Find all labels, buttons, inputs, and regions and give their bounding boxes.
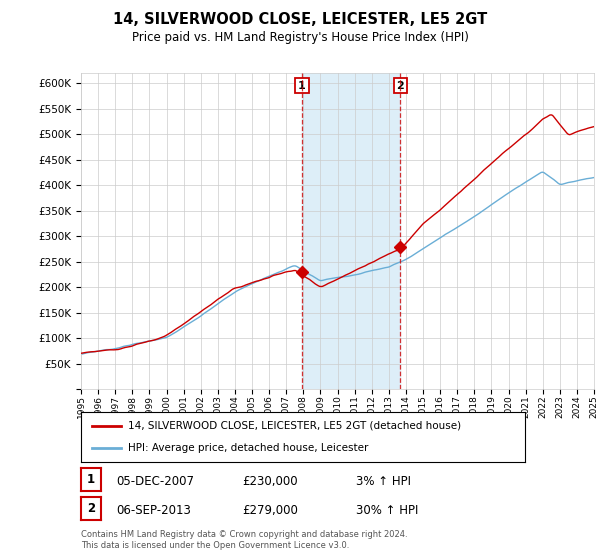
Text: HPI: Average price, detached house, Leicester: HPI: Average price, detached house, Leic… [128,443,368,453]
Text: Contains HM Land Registry data © Crown copyright and database right 2024.
This d: Contains HM Land Registry data © Crown c… [81,530,407,550]
Text: 2: 2 [397,81,404,91]
Text: 30% ↑ HPI: 30% ↑ HPI [356,505,418,517]
Text: 1: 1 [87,473,95,486]
Text: Price paid vs. HM Land Registry's House Price Index (HPI): Price paid vs. HM Land Registry's House … [131,31,469,44]
Text: 1: 1 [298,81,306,91]
Text: £230,000: £230,000 [242,475,298,488]
Text: 06-SEP-2013: 06-SEP-2013 [116,505,191,517]
Bar [302,73,400,389]
Text: 14, SILVERWOOD CLOSE, LEICESTER, LE5 2GT: 14, SILVERWOOD CLOSE, LEICESTER, LE5 2GT [113,12,487,27]
Text: £279,000: £279,000 [242,505,298,517]
Text: 14, SILVERWOOD CLOSE, LEICESTER, LE5 2GT (detached house): 14, SILVERWOOD CLOSE, LEICESTER, LE5 2GT… [128,421,461,431]
Text: 3% ↑ HPI: 3% ↑ HPI [356,475,411,488]
Text: 2: 2 [87,502,95,515]
Text: 05-DEC-2007: 05-DEC-2007 [116,475,194,488]
